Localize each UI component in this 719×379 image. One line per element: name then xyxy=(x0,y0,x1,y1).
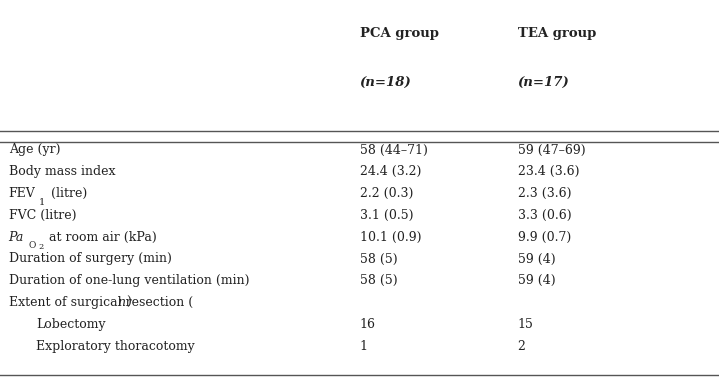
Text: PCA group: PCA group xyxy=(360,27,439,39)
Text: 59 (4): 59 (4) xyxy=(518,274,555,287)
Text: Lobectomy: Lobectomy xyxy=(36,318,106,331)
Text: 1: 1 xyxy=(360,340,367,352)
Text: 58 (5): 58 (5) xyxy=(360,252,397,265)
Text: 58 (44–71): 58 (44–71) xyxy=(360,144,427,157)
Text: 2.2 (0.3): 2.2 (0.3) xyxy=(360,187,413,200)
Text: 23.4 (3.6): 23.4 (3.6) xyxy=(518,165,580,178)
Text: (n=17): (n=17) xyxy=(518,76,569,89)
Text: FEV: FEV xyxy=(9,187,35,200)
Text: 24.4 (3.2): 24.4 (3.2) xyxy=(360,165,421,178)
Text: ): ) xyxy=(127,296,131,309)
Text: 2.3 (3.6): 2.3 (3.6) xyxy=(518,187,571,200)
Text: n: n xyxy=(117,296,126,309)
Text: 9.9 (0.7): 9.9 (0.7) xyxy=(518,231,571,244)
Text: Exploratory thoracotomy: Exploratory thoracotomy xyxy=(36,340,195,352)
Text: Age (yr): Age (yr) xyxy=(9,144,60,157)
Text: at room air (kPa): at room air (kPa) xyxy=(45,231,157,244)
Text: 3.1 (0.5): 3.1 (0.5) xyxy=(360,209,413,222)
Text: (n=18): (n=18) xyxy=(360,76,411,89)
Text: Pa: Pa xyxy=(9,231,24,244)
Text: 10.1 (0.9): 10.1 (0.9) xyxy=(360,231,421,244)
Text: 58 (5): 58 (5) xyxy=(360,274,397,287)
Text: 15: 15 xyxy=(518,318,533,331)
Text: Body mass index: Body mass index xyxy=(9,165,115,178)
Text: (litre): (litre) xyxy=(47,187,87,200)
Text: TEA group: TEA group xyxy=(518,27,596,39)
Text: Duration of surgery (min): Duration of surgery (min) xyxy=(9,252,172,265)
Text: 3.3 (0.6): 3.3 (0.6) xyxy=(518,209,572,222)
Text: FVC (litre): FVC (litre) xyxy=(9,209,76,222)
Text: O: O xyxy=(29,241,36,250)
Text: 16: 16 xyxy=(360,318,375,331)
Text: Duration of one-lung ventilation (min): Duration of one-lung ventilation (min) xyxy=(9,274,249,287)
Text: Extent of surgical resection (: Extent of surgical resection ( xyxy=(9,296,193,309)
Text: 2: 2 xyxy=(518,340,526,352)
Text: 2: 2 xyxy=(39,243,44,251)
Text: 59 (4): 59 (4) xyxy=(518,252,555,265)
Text: 59 (47–69): 59 (47–69) xyxy=(518,144,585,157)
Text: 1: 1 xyxy=(39,199,45,207)
